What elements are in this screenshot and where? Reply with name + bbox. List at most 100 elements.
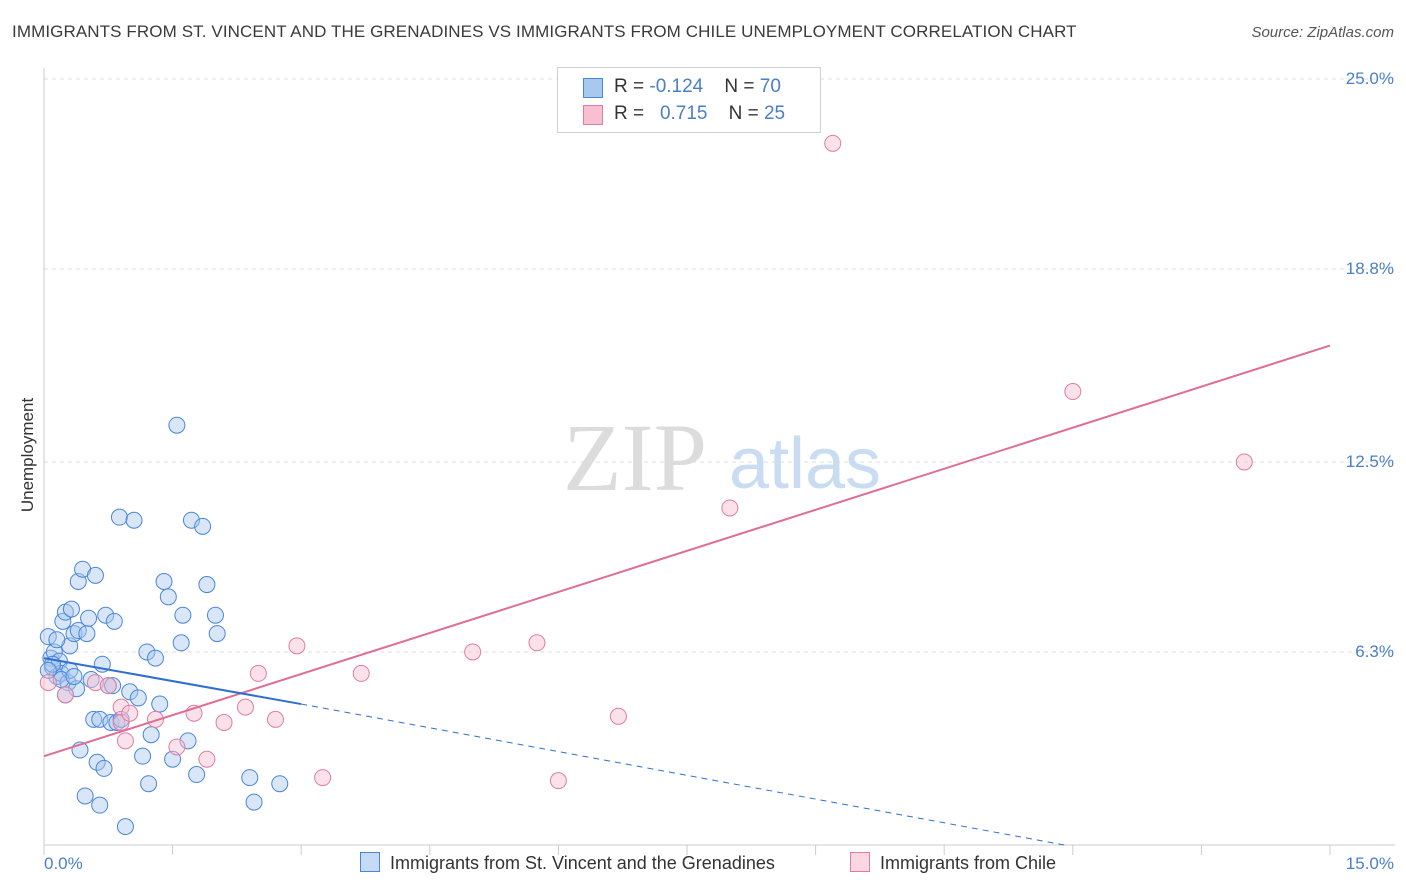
- data-point-st-vincent: [134, 747, 152, 765]
- data-point-chile: [266, 710, 284, 728]
- data-point-st-vincent: [194, 517, 212, 535]
- data-point-chile: [549, 772, 567, 790]
- correlation-legend: R = -0.124 N = 70 R = 0.715 N = 25: [557, 67, 821, 133]
- data-point-chile: [198, 750, 216, 768]
- data-point-chile: [609, 707, 627, 725]
- data-point-st-vincent: [76, 787, 94, 805]
- data-point-st-vincent: [80, 609, 98, 627]
- legend-r-label: R =: [614, 103, 650, 124]
- data-point-chile: [249, 664, 267, 682]
- data-point-st-vincent: [155, 572, 173, 590]
- data-point-st-vincent: [85, 710, 103, 728]
- data-point-st-vincent: [208, 625, 226, 643]
- data-point-st-vincent: [271, 775, 289, 793]
- legend-n-label: N =: [728, 103, 764, 124]
- data-point-st-vincent: [198, 576, 216, 594]
- data-point-chile: [1235, 453, 1253, 471]
- data-point-st-vincent: [104, 677, 122, 695]
- data-point-chile: [99, 677, 117, 695]
- data-point-st-vincent: [245, 793, 263, 811]
- data-point-st-vincent: [97, 606, 115, 624]
- data-point-st-vincent: [140, 775, 158, 793]
- legend-bottom-swatch-blue: [360, 852, 380, 872]
- data-point-st-vincent: [151, 695, 169, 713]
- legend-item-pink: Immigrants from Chile: [850, 852, 1056, 874]
- data-point-st-vincent: [95, 759, 113, 777]
- data-point-st-vincent: [116, 818, 134, 836]
- data-point-st-vincent: [88, 753, 106, 771]
- data-point-st-vincent: [91, 710, 109, 728]
- data-point-st-vincent: [48, 631, 66, 649]
- data-point-chile: [464, 643, 482, 661]
- x-tick-label-min: 0.0%: [44, 854, 83, 873]
- legend-r-value-pink: 0.715: [659, 103, 708, 124]
- data-point-chile: [146, 710, 164, 728]
- data-point-chile: [112, 698, 130, 716]
- x-tick-label-max: 15.0%: [1345, 854, 1394, 873]
- data-point-st-vincent: [188, 766, 206, 784]
- legend-bottom-swatch-pink: [850, 852, 870, 872]
- data-point-chile: [1064, 383, 1082, 401]
- legend-r-label: R =: [614, 76, 650, 97]
- source-label: Source: ZipAtlas.com: [1251, 24, 1394, 41]
- data-point-st-vincent: [129, 689, 147, 707]
- data-point-st-vincent: [39, 661, 57, 679]
- data-point-chile: [528, 634, 546, 652]
- data-point-chile: [215, 713, 233, 731]
- data-point-st-vincent: [65, 667, 83, 685]
- data-point-chile: [39, 674, 57, 692]
- data-point-st-vincent: [168, 416, 186, 434]
- legend-n-value-blue: 70: [759, 76, 781, 97]
- data-point-chile: [168, 738, 186, 756]
- data-point-st-vincent: [172, 634, 190, 652]
- chart-title: IMMIGRANTS FROM ST. VINCENT AND THE GREN…: [12, 22, 1077, 41]
- trend-line-chile: [43, 344, 1331, 758]
- data-point-chile: [288, 637, 306, 655]
- data-point-st-vincent: [241, 769, 259, 787]
- data-point-chile: [824, 134, 842, 152]
- legend-bottom-label-blue: Immigrants from St. Vincent and the Gren…: [390, 853, 775, 873]
- trend-lines: [43, 344, 1331, 846]
- data-point-chile: [116, 732, 134, 750]
- data-point-st-vincent: [78, 625, 96, 643]
- data-point-chile: [121, 704, 139, 722]
- legend-bottom-label-pink: Immigrants from Chile: [880, 853, 1057, 873]
- data-point-st-vincent: [182, 511, 200, 529]
- data-point-st-vincent: [86, 566, 104, 584]
- data-point-st-vincent: [206, 606, 224, 624]
- trend-line-st-vincent: [43, 657, 302, 706]
- data-point-chile: [56, 686, 74, 704]
- data-point-chile: [314, 769, 332, 787]
- grid: [44, 78, 1395, 653]
- data-point-st-vincent: [179, 732, 197, 750]
- series-pink-points: [39, 134, 1253, 790]
- data-point-st-vincent: [91, 796, 109, 814]
- legend-item-blue: Immigrants from St. Vincent and the Gren…: [360, 852, 775, 874]
- data-point-st-vincent: [110, 508, 128, 526]
- legend-r-value-blue: -0.124: [649, 76, 704, 97]
- data-point-chile: [112, 713, 130, 731]
- data-point-st-vincent: [142, 726, 160, 744]
- series-blue-points: [39, 416, 289, 836]
- data-point-chile: [721, 499, 739, 517]
- y-tick-label: 6.3%: [1355, 641, 1394, 661]
- axes: [43, 68, 1395, 855]
- data-point-st-vincent: [62, 600, 80, 618]
- data-point-chile: [352, 664, 370, 682]
- data-point-chile: [86, 674, 104, 692]
- data-point-st-vincent: [105, 612, 123, 630]
- y-tick-label: 18.8%: [1345, 258, 1394, 278]
- data-point-st-vincent: [159, 588, 177, 606]
- y-tick-label: 12.5%: [1345, 452, 1394, 471]
- data-point-st-vincent: [174, 606, 192, 624]
- data-point-chile: [236, 698, 254, 716]
- data-point-st-vincent: [146, 649, 164, 667]
- data-point-st-vincent: [125, 511, 143, 529]
- y-tick-label: 25.0%: [1345, 69, 1394, 88]
- legend-n-value-pink: 25: [763, 103, 786, 124]
- data-point-st-vincent: [138, 643, 156, 661]
- data-point-st-vincent: [121, 683, 139, 701]
- legend-n-label: N =: [724, 76, 760, 97]
- trend-line-st-vincent-extrapolated: [301, 703, 1065, 846]
